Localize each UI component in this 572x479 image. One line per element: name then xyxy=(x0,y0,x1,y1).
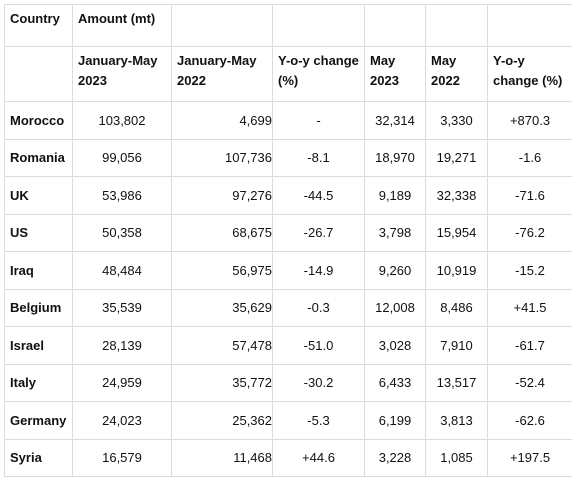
value-cell: 11,468 xyxy=(171,438,273,477)
country-cell: Belgium xyxy=(4,288,73,327)
value-cell: 8,486 xyxy=(425,288,488,327)
column-header: May 2022 xyxy=(425,46,488,102)
value-cell: 6,199 xyxy=(364,401,426,440)
value-cell: - xyxy=(272,101,365,140)
value-cell: 24,023 xyxy=(72,401,172,440)
country-cell: Germany xyxy=(4,401,73,440)
value-cell: 35,629 xyxy=(171,288,273,327)
table-row: US 50,358 68,675 -26.7 3,798 15,954 -76.2 xyxy=(4,213,572,252)
value-cell: 3,813 xyxy=(425,401,488,440)
value-cell: 9,260 xyxy=(364,251,426,290)
value-cell: 1,085 xyxy=(425,438,488,477)
value-cell: -51.0 xyxy=(272,326,365,365)
table-row: Israel 28,139 57,478 -51.0 3,028 7,910 -61.7 xyxy=(4,326,572,365)
country-header: Country xyxy=(4,4,73,47)
value-cell: 35,539 xyxy=(72,288,172,327)
country-cell: Israel xyxy=(4,326,73,365)
value-cell: 16,579 xyxy=(72,438,172,477)
column-header: Y-o-y change (%) xyxy=(487,46,572,102)
country-cell: UK xyxy=(4,176,73,215)
value-cell: 24,959 xyxy=(72,363,172,402)
data-table: Country Amount (mt) January-May 2023 Janu… xyxy=(4,4,572,477)
table-row: Italy 24,959 35,772 -30.2 6,433 13,517 -52.4 xyxy=(4,363,572,402)
value-cell: -26.7 xyxy=(272,213,365,252)
value-cell: 25,362 xyxy=(171,401,273,440)
value-cell: 19,271 xyxy=(425,138,488,177)
value-cell: +870.3 xyxy=(487,101,572,140)
value-cell: -30.2 xyxy=(272,363,365,402)
header-cell xyxy=(487,4,572,47)
value-cell: -5.3 xyxy=(272,401,365,440)
value-cell: -76.2 xyxy=(487,213,572,252)
column-header-row: January-May 2023 January-May 2022 Y-o-y ch… xyxy=(4,46,572,102)
value-cell: 6,433 xyxy=(364,363,426,402)
table-row: Romania 99,056 107,736 -8.1 18,970 19,271 -1.6 xyxy=(4,138,572,177)
country-cell: US xyxy=(4,213,73,252)
value-cell: 48,484 xyxy=(72,251,172,290)
value-cell: 97,276 xyxy=(171,176,273,215)
column-header: January-May 2022 xyxy=(171,46,273,102)
table-row: Belgium 35,539 35,629 -0.3 12,008 8,486 +41.5 xyxy=(4,288,572,327)
value-cell: 15,954 xyxy=(425,213,488,252)
value-cell: 10,919 xyxy=(425,251,488,290)
table-row: Germany 24,023 25,362 -5.3 6,199 3,813 -62.6 xyxy=(4,401,572,440)
value-cell: 28,139 xyxy=(72,326,172,365)
value-cell: 18,970 xyxy=(364,138,426,177)
value-cell: 3,798 xyxy=(364,213,426,252)
table-row: Iraq 48,484 56,975 -14.9 9,260 10,919 -15.2 xyxy=(4,251,572,290)
column-header: May 2023 xyxy=(364,46,426,102)
table-body: Morocco 103,802 4,699-32,314 3,330 +870.3 Rom… xyxy=(4,101,572,477)
country-cell: Italy xyxy=(4,363,73,402)
value-cell: 103,802 xyxy=(72,101,172,140)
value-cell: 4,699 xyxy=(171,101,273,140)
value-cell: +197.5 xyxy=(487,438,572,477)
value-cell: -0.3 xyxy=(272,288,365,327)
header-cell xyxy=(171,4,273,47)
value-cell: -52.4 xyxy=(487,363,572,402)
table-row: UK 53,986 97,276 -44.5 9,189 32,338 -71.6 xyxy=(4,176,572,215)
country-cell: Morocco xyxy=(4,101,73,140)
header-cell xyxy=(364,4,426,47)
value-cell: 68,675 xyxy=(171,213,273,252)
value-cell: 50,358 xyxy=(72,213,172,252)
value-cell: 3,028 xyxy=(364,326,426,365)
country-cell: Romania xyxy=(4,138,73,177)
value-cell: 32,314 xyxy=(364,101,426,140)
value-cell: +44.6 xyxy=(272,438,365,477)
value-cell: -71.6 xyxy=(487,176,572,215)
value-cell: 99,056 xyxy=(72,138,172,177)
header-cell xyxy=(272,4,365,47)
value-cell: 3,228 xyxy=(364,438,426,477)
header-row: Country Amount (mt) xyxy=(4,4,572,47)
value-cell: -15.2 xyxy=(487,251,572,290)
value-cell: -62.6 xyxy=(487,401,572,440)
value-cell: -61.7 xyxy=(487,326,572,365)
value-cell: 32,338 xyxy=(425,176,488,215)
table-row: Morocco 103,802 4,699-32,314 3,330 +870.3 xyxy=(4,101,572,140)
header-cell xyxy=(4,46,73,102)
value-cell: 35,772 xyxy=(171,363,273,402)
column-header: Y-o-y change (%) xyxy=(272,46,365,102)
column-header: January-May 2023 xyxy=(72,46,172,102)
country-cell: Iraq xyxy=(4,251,73,290)
header-cell xyxy=(425,4,488,47)
value-cell: 107,736 xyxy=(171,138,273,177)
value-cell: 9,189 xyxy=(364,176,426,215)
amount-header: Amount (mt) xyxy=(72,4,172,47)
value-cell: 7,910 xyxy=(425,326,488,365)
value-cell: -14.9 xyxy=(272,251,365,290)
value-cell: -44.5 xyxy=(272,176,365,215)
value-cell: +41.5 xyxy=(487,288,572,327)
value-cell: 56,975 xyxy=(171,251,273,290)
value-cell: -1.6 xyxy=(487,138,572,177)
table-row: Syria 16,579 11,468 +44.6 3,228 1,085 +197.5 xyxy=(4,438,572,477)
value-cell: 53,986 xyxy=(72,176,172,215)
value-cell: 3,330 xyxy=(425,101,488,140)
value-cell: 12,008 xyxy=(364,288,426,327)
value-cell: -8.1 xyxy=(272,138,365,177)
value-cell: 57,478 xyxy=(171,326,273,365)
value-cell: 13,517 xyxy=(425,363,488,402)
country-cell: Syria xyxy=(4,438,73,477)
